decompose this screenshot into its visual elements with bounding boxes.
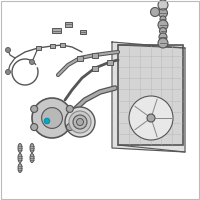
Circle shape [151, 7, 160, 17]
Bar [36, 46, 41, 50]
Circle shape [158, 38, 168, 48]
Ellipse shape [30, 144, 34, 152]
Circle shape [6, 47, 10, 52]
Bar [107, 60, 113, 64]
Circle shape [44, 118, 50, 124]
Circle shape [65, 107, 95, 137]
Circle shape [76, 118, 84, 126]
Circle shape [66, 124, 73, 131]
Bar [50, 44, 55, 48]
Circle shape [159, 33, 167, 41]
Circle shape [66, 105, 73, 112]
Bar [80, 30, 86, 34]
Circle shape [160, 16, 166, 22]
Circle shape [31, 105, 38, 112]
Bar [92, 52, 98, 58]
Circle shape [158, 8, 168, 18]
Bar [52, 28, 61, 33]
Circle shape [73, 115, 87, 129]
Circle shape [160, 27, 166, 34]
Bar [77, 55, 83, 60]
Circle shape [158, 20, 168, 30]
Circle shape [30, 60, 35, 64]
Circle shape [6, 70, 10, 74]
Circle shape [160, 4, 166, 11]
Polygon shape [112, 42, 185, 152]
Circle shape [147, 114, 155, 122]
Circle shape [32, 98, 72, 138]
Ellipse shape [30, 154, 34, 162]
Bar [92, 66, 98, 71]
Circle shape [69, 111, 91, 133]
Ellipse shape [18, 154, 22, 162]
Circle shape [42, 108, 62, 128]
Bar [118, 45, 183, 145]
Bar [65, 22, 72, 26]
Circle shape [31, 124, 38, 131]
Circle shape [129, 96, 173, 140]
Circle shape [158, 0, 168, 10]
Ellipse shape [18, 144, 22, 152]
Ellipse shape [18, 164, 22, 172]
Bar [60, 43, 65, 47]
